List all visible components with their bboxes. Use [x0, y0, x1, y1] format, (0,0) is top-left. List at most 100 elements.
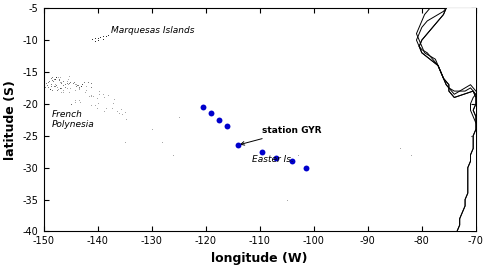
Point	[59, 78, 67, 83]
Point	[64, 80, 72, 85]
Point	[42, 81, 50, 86]
Point	[59, 83, 66, 87]
Point	[85, 94, 93, 98]
Point	[118, 111, 125, 116]
Point	[79, 82, 86, 86]
Point	[94, 35, 102, 40]
Point	[87, 81, 95, 85]
Point	[61, 82, 68, 86]
Point	[87, 93, 95, 97]
Point	[44, 85, 52, 89]
Point	[87, 85, 95, 89]
Point	[148, 127, 156, 132]
Point	[72, 84, 80, 89]
Point	[104, 93, 112, 97]
Y-axis label: latitude (S): latitude (S)	[4, 80, 17, 160]
Point	[47, 76, 55, 80]
Point	[199, 105, 207, 109]
Point	[169, 153, 177, 157]
Point	[57, 90, 65, 95]
Point	[87, 94, 95, 98]
Point	[59, 90, 67, 94]
Point	[116, 111, 123, 115]
Point	[75, 98, 82, 102]
Point	[56, 80, 64, 84]
Point	[61, 85, 69, 89]
Point	[46, 87, 54, 91]
Point	[122, 117, 130, 121]
Point	[66, 80, 74, 84]
Point	[73, 83, 81, 87]
Point	[91, 103, 99, 107]
Point	[67, 101, 75, 106]
Point	[31, 85, 39, 89]
Point	[121, 110, 129, 114]
Point	[74, 83, 81, 87]
Text: Marquesas Islands: Marquesas Islands	[111, 26, 195, 35]
Point	[91, 36, 99, 40]
Point	[77, 100, 84, 104]
Point	[63, 79, 71, 83]
Point	[272, 156, 280, 160]
Point	[113, 109, 121, 113]
Point	[104, 33, 112, 37]
Point	[41, 84, 48, 89]
Point	[54, 88, 61, 92]
Point	[31, 81, 39, 85]
Point	[87, 103, 95, 107]
Point	[39, 87, 46, 91]
Point	[43, 83, 51, 87]
Point	[294, 153, 302, 157]
Point	[32, 86, 40, 90]
Point	[47, 82, 55, 86]
Point	[71, 98, 79, 102]
Point	[54, 87, 62, 91]
Point	[64, 76, 72, 81]
Point	[56, 86, 64, 90]
Point	[64, 82, 72, 86]
Point	[110, 97, 118, 101]
Point	[41, 81, 48, 85]
Point	[73, 82, 81, 86]
Point	[48, 75, 56, 79]
Point	[101, 108, 108, 113]
Point	[47, 84, 55, 88]
Point	[39, 86, 46, 90]
Point	[77, 84, 84, 88]
Point	[59, 87, 66, 92]
Point	[396, 146, 404, 151]
Point	[54, 75, 62, 79]
Point	[71, 88, 79, 93]
Point	[63, 81, 71, 85]
Point	[109, 100, 117, 105]
Point	[121, 140, 128, 144]
Point	[55, 77, 63, 82]
Point	[56, 75, 63, 79]
Text: French
Polynesia: French Polynesia	[52, 110, 95, 129]
Point	[67, 102, 75, 106]
Point	[288, 159, 296, 163]
Point	[57, 81, 65, 85]
Point	[65, 74, 73, 79]
Polygon shape	[419, 8, 476, 231]
Point	[175, 114, 183, 119]
Point	[102, 33, 110, 38]
Point	[44, 79, 52, 84]
Point	[95, 91, 103, 96]
Point	[93, 106, 101, 110]
Point	[54, 85, 61, 89]
Point	[94, 101, 102, 105]
Point	[95, 89, 102, 93]
Point	[91, 39, 99, 44]
Point	[70, 80, 78, 84]
Point	[215, 118, 223, 122]
Point	[51, 84, 59, 88]
Point	[65, 90, 73, 94]
Point	[51, 82, 59, 86]
Point	[234, 143, 242, 147]
Point	[88, 37, 96, 41]
Point	[224, 124, 231, 128]
Point	[93, 95, 101, 100]
Point	[302, 165, 309, 170]
Point	[100, 94, 107, 99]
